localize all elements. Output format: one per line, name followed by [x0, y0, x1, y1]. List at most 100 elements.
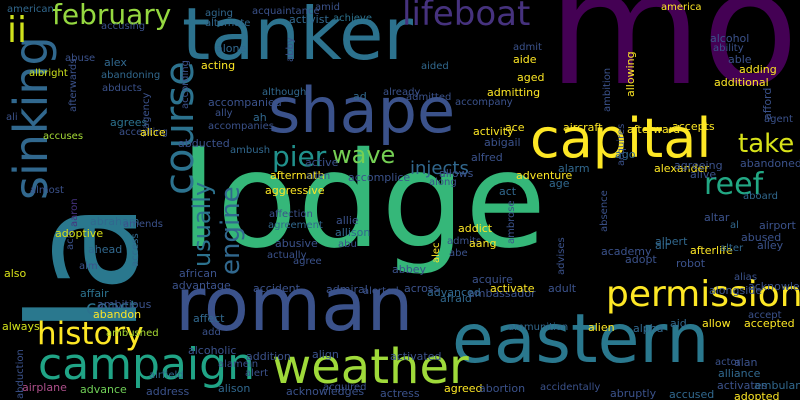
cloud-word: al — [730, 220, 739, 231]
cloud-word: ahead — [88, 243, 123, 256]
cloud-word: adopted — [734, 390, 780, 400]
cloud-word: actually — [267, 250, 307, 261]
cloud-word: ah — [253, 111, 267, 124]
cloud-word: affect — [193, 312, 225, 325]
cloud-word: activity — [473, 125, 514, 138]
cloud-word: ambition — [602, 67, 613, 112]
cloud-word: abandoning — [101, 70, 161, 81]
cloud-word: accept — [748, 310, 782, 321]
cloud-word: albert — [655, 235, 688, 248]
cloud-word: aged — [517, 71, 545, 84]
cloud-word: adult — [548, 282, 577, 295]
cloud-word: america — [661, 2, 702, 13]
cloud-word: airport — [759, 219, 796, 232]
cloud-word: acknowledge — [748, 280, 800, 293]
cloud-word: advance — [80, 383, 127, 396]
cloud-word: adventure — [516, 169, 573, 182]
cloud-word: ambrose — [506, 200, 517, 244]
cloud-word: admits — [447, 236, 482, 247]
cloud-word: advanced — [427, 286, 481, 299]
cloud-word: alison — [218, 382, 251, 395]
cloud-word: alone — [216, 42, 247, 55]
cloud-word: accusing — [101, 21, 146, 32]
cloud-word: agreement — [268, 220, 323, 231]
cloud-word: absence — [599, 190, 610, 232]
cloud-word: affair — [80, 287, 109, 300]
cloud-word: accepts — [672, 120, 715, 133]
cloud-word: abigail — [484, 136, 521, 149]
cloud-word: american — [7, 4, 54, 15]
cloud-word: adopt — [625, 253, 657, 266]
cloud-word: abandoned — [740, 157, 800, 170]
cloud-word: robot — [676, 257, 706, 270]
cloud-word: ad — [353, 90, 367, 103]
cloud-word: ambitious — [97, 298, 152, 311]
cloud-word: agreeing — [674, 159, 723, 172]
cloud-word: shape — [268, 74, 456, 147]
cloud-word: ammunition — [508, 322, 569, 333]
cloud-word: abusive — [275, 237, 318, 250]
cloud-word: abraham — [90, 215, 140, 228]
cloud-word: already — [383, 87, 421, 98]
cloud-word: agency — [141, 92, 152, 129]
cloud-word: aang — [469, 237, 497, 250]
cloud-word: amends — [123, 219, 163, 230]
cloud-word: although — [262, 87, 307, 98]
cloud-word: agrees — [110, 116, 148, 129]
cloud-word: acquired — [323, 382, 367, 393]
cloud-word: affection — [269, 209, 313, 220]
cloud-word: accomplice — [348, 171, 411, 184]
cloud-word: activist — [289, 13, 329, 26]
cloud-word: actor — [715, 357, 741, 368]
cloud-word: alerted — [363, 286, 399, 297]
cloud-word: admitted — [406, 92, 452, 103]
cloud-word: take — [738, 129, 795, 159]
cloud-word: achieve — [333, 13, 372, 24]
cloud-word: abuse — [65, 53, 96, 64]
cloud-word: actress — [380, 387, 420, 400]
cloud-word: accompanied — [208, 96, 282, 109]
cloud-word: alpha — [633, 322, 664, 335]
cloud-word: abby — [285, 37, 296, 62]
cloud-word: airfield — [149, 370, 184, 381]
cloud-word: activate — [490, 282, 535, 295]
cloud-word: advises — [556, 237, 567, 275]
cloud-word: albright — [29, 68, 68, 79]
cloud-word: according — [180, 60, 191, 109]
cloud-word: alias — [734, 272, 758, 283]
cloud-word: alley — [757, 239, 784, 252]
cloud-word: afraid — [440, 292, 472, 305]
cloud-word: roman — [175, 262, 414, 348]
cloud-word: additional — [714, 76, 769, 89]
cloud-word: accident — [253, 282, 300, 295]
cloud-word: accidentally — [540, 382, 601, 393]
cloud-word: agreed — [444, 382, 483, 395]
cloud-word: agree — [293, 256, 322, 267]
cloud-word: abducts — [102, 83, 142, 94]
cloud-word: alternate — [205, 18, 251, 29]
cloud-word: accepted — [744, 317, 795, 330]
cloud-word: act — [499, 185, 517, 198]
cloud-word: mo — [548, 0, 799, 121]
cloud-word: alec — [431, 242, 442, 263]
cloud-word: agent — [764, 114, 793, 125]
cloud-word: afterlife — [690, 244, 733, 257]
cloud-word: addition — [246, 350, 291, 363]
cloud-word: aide — [513, 53, 537, 66]
cloud-word: eastern — [452, 300, 710, 379]
cloud-word: alongside — [709, 284, 763, 297]
cloud-word: coast — [86, 297, 138, 319]
cloud-word: alert — [245, 368, 269, 379]
cloud-word: abe — [449, 248, 468, 259]
cloud-word: admitting — [487, 86, 541, 99]
cloud-word: alcoholic — [188, 344, 237, 357]
cloud-word: across — [404, 282, 440, 295]
cloud-word: addict — [458, 222, 493, 235]
cloud-word: accompanies — [208, 121, 274, 132]
cloud-word: alex — [104, 56, 127, 69]
cloud-word: acquires — [616, 123, 627, 166]
cloud-word: alliance — [718, 367, 761, 380]
cloud-word: permission — [606, 274, 800, 315]
cloud-word: acknowledges — [286, 385, 365, 398]
